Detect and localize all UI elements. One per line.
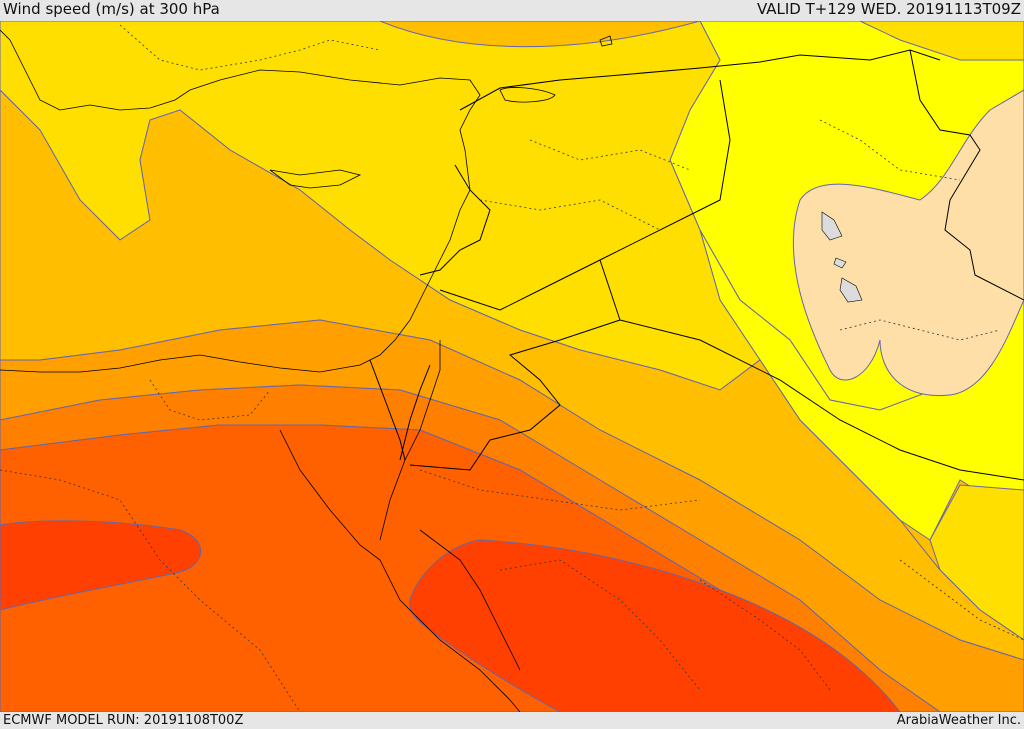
wind-band-highest-east: [409, 539, 901, 712]
valid-time: VALID T+129 WED. 20191113T09Z: [756, 0, 1021, 18]
province-boundaries: [0, 24, 1024, 712]
wind-speed-map: [0, 21, 1024, 712]
lake: [833, 257, 847, 269]
wind-band-highest-west: [0, 520, 202, 611]
model-run: ECMWF MODEL RUN: 20191108T00Z: [3, 713, 244, 728]
footer-bar: ECMWF MODEL RUN: 20191108T00Z ArabiaWeat…: [0, 712, 1024, 729]
lake: [821, 211, 843, 241]
coastlines: [0, 29, 613, 712]
lake: [839, 277, 863, 303]
wind-band-very-low: [792, 89, 1024, 397]
map-title: Wind speed (m/s) at 300 hPa: [3, 0, 220, 18]
credit: ArabiaWeather Inc.: [896, 713, 1021, 728]
header-bar: Wind speed (m/s) at 300 hPa VALID T+129 …: [0, 0, 1024, 21]
wind-band-mid-low-ne: [859, 21, 1024, 61]
national-borders: [369, 49, 1024, 481]
